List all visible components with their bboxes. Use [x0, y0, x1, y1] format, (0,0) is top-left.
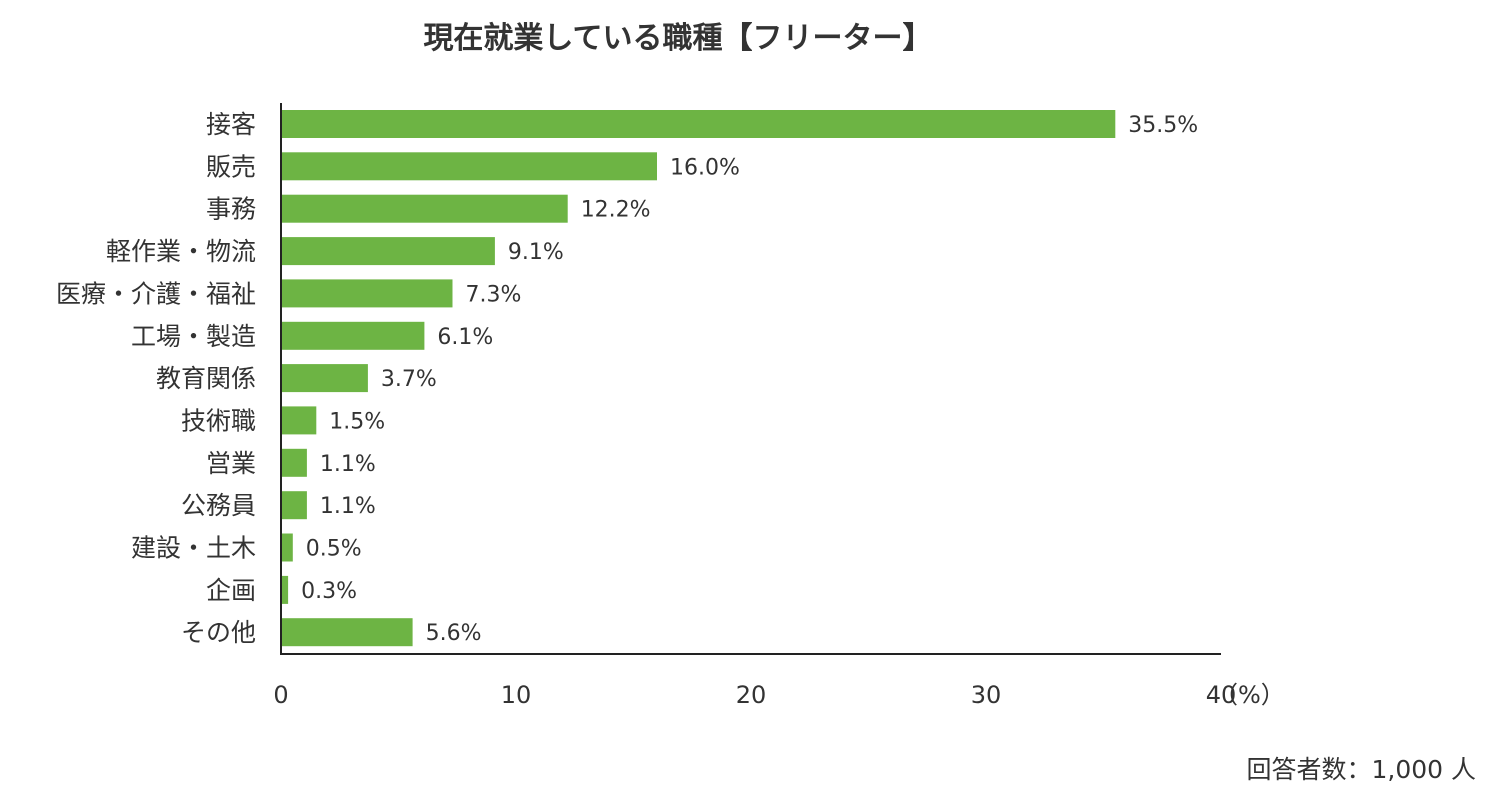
category-label-2: 事務 — [206, 195, 256, 224]
category-label-8: 営業 — [206, 449, 256, 478]
bars-group — [281, 110, 1116, 647]
bar-12 — [281, 618, 413, 647]
bar-5 — [281, 321, 425, 350]
value-label-6: 3.7% — [381, 367, 437, 392]
bar-8 — [281, 448, 307, 477]
x-tick-label-1: 10 — [501, 681, 532, 709]
category-labels: 接客販売事務軽作業・物流医療・介護・福祉工場・製造教育関係技術職営業公務員建設・… — [56, 110, 256, 647]
category-label-7: 技術職 — [181, 406, 256, 435]
category-label-4: 医療・介護・福祉 — [56, 279, 256, 308]
value-label-4: 7.3% — [466, 282, 522, 307]
category-label-6: 教育関係 — [156, 364, 256, 393]
value-labels: 35.5% 16.0% 12.2% 9.1% 7.3% 6.1%3.7% 1.5% 1.1% 1… — [301, 113, 1198, 646]
value-label-2: 12.2% — [581, 198, 651, 223]
bar-0 — [281, 110, 1116, 138]
x-tick-label-2: 20 — [736, 681, 767, 709]
value-label-11: 0.3% — [301, 579, 357, 604]
value-label-5: 6.1% — [437, 325, 493, 350]
bar-1 — [281, 152, 657, 181]
bar-2 — [281, 194, 568, 223]
value-label-9: 1.1% — [320, 494, 376, 519]
bar-7 — [281, 406, 317, 435]
category-label-12: その他 — [181, 618, 256, 647]
value-label-10: 0.5% — [306, 537, 362, 562]
value-label-12: 5.6% — [426, 621, 482, 646]
bar-9 — [281, 491, 307, 520]
x-tick-label-4: 40 — [1206, 681, 1237, 709]
bar-10 — [281, 533, 293, 562]
category-label-0: 接客 — [206, 110, 256, 139]
value-label-8: 1.1% — [320, 452, 376, 477]
category-label-5: 工場・製造 — [131, 322, 256, 351]
value-label-0: 35.5% — [1128, 113, 1198, 138]
category-label-1: 販売 — [206, 152, 256, 181]
x-tick-label-0: 0 — [273, 681, 288, 709]
category-label-3: 軽作業・物流 — [106, 237, 256, 266]
value-label-1: 16.0% — [670, 155, 740, 180]
category-label-9: 公務員 — [181, 491, 256, 520]
category-label-11: 企画 — [206, 576, 256, 605]
bar-3 — [281, 237, 495, 266]
x-tick-label-3: 30 — [971, 681, 1002, 709]
value-label-3: 9.1% — [508, 240, 564, 265]
value-label-7: 1.5% — [329, 409, 385, 434]
category-label-10: 建設・土木 — [131, 534, 256, 563]
x-axis-unit-label: （%） — [1214, 681, 1285, 709]
chart-title: 現在就業している職種【フリーター】 — [423, 21, 932, 56]
bar-11 — [281, 575, 289, 604]
x-tick-labels: 0 10 20 30 40 — [273, 681, 1236, 709]
bar-4 — [281, 279, 453, 308]
bar-6 — [281, 364, 368, 393]
respondent-count-note: 回答者数：1,000 人 — [1246, 755, 1476, 784]
